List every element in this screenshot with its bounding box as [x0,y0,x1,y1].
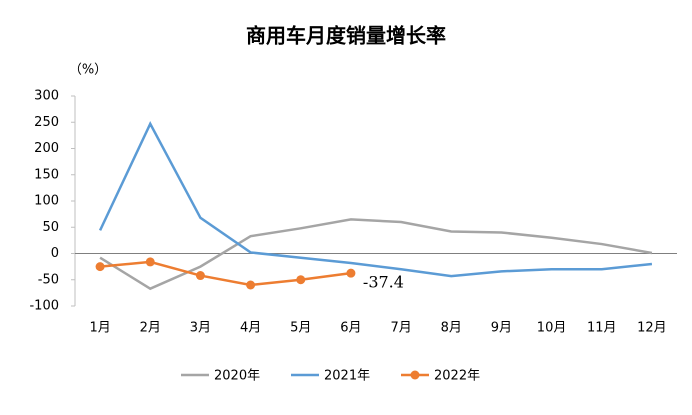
x-tick-label: 4月 [240,321,261,336]
y-tick-label: -50 [38,272,59,287]
x-tick-label: 9月 [491,321,512,336]
point [246,280,256,290]
x-tick-label: 2月 [140,321,161,336]
y-tick-label: 50 [42,220,59,235]
legend-label: 2020年 [214,369,260,384]
point [296,275,306,285]
legend-label: 2021年 [324,369,370,384]
x-tick-label: 5月 [290,321,311,336]
x-tick-label: 3月 [190,321,211,336]
data-label: -37.4 [363,273,404,292]
y-tick-label: -100 [29,299,59,314]
x-tick-label: 7月 [390,321,411,336]
chart-title: 商用车月度销量增长率 [246,24,446,48]
x-tick-label: 12月 [637,321,667,336]
y-tick-label: 300 [34,89,59,104]
point [346,268,356,278]
point [145,257,155,267]
y-tick-label: 200 [34,141,59,156]
x-tick-label: 8月 [441,321,462,336]
series-line [99,260,352,287]
x-tick-label: 1月 [89,321,110,336]
y-tick-label: 150 [34,167,59,182]
y-tick-label: 0 [51,246,59,261]
x-tick-label: 6月 [340,321,361,336]
y-tick-label: 100 [34,194,59,209]
legend-label: 2022年 [434,369,480,384]
legend-marker [410,370,420,380]
x-tick-label: 11月 [587,321,617,336]
y-tick-label: 250 [34,115,59,130]
series-line [99,218,653,291]
x-tick-label: 10月 [537,321,567,336]
y-unit-label: （%） [69,63,107,78]
point [95,262,105,272]
series-line [98,121,653,278]
point [195,271,205,281]
